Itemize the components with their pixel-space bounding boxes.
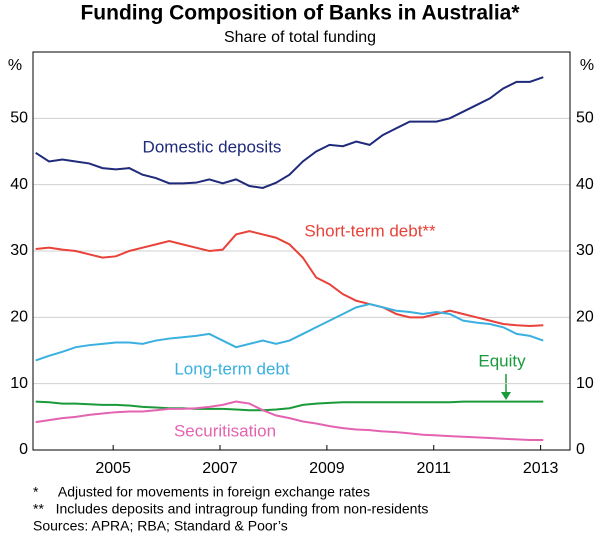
y2-tick-label: 0 [576, 441, 585, 458]
series-line [35, 303, 544, 362]
series-label: Domestic deposits [143, 137, 282, 156]
y-tick-label: 0 [19, 441, 28, 458]
x-tick-label: 2013 [523, 460, 559, 477]
series-line [35, 76, 544, 190]
footnote: Sources: APRA; RBA; Standard & Poor’s [33, 518, 288, 534]
series-label: Securitisation [174, 421, 276, 440]
plot-frame [32, 51, 571, 451]
chart-title: Funding Composition of Banks in Australi… [80, 2, 520, 25]
series-label: Equity [478, 351, 526, 370]
footnote: * Adjusted for movements in foreign exch… [33, 484, 370, 500]
series-label: Short-term debt** [304, 221, 436, 240]
y2-axis-unit: % [580, 57, 594, 74]
y2-tick-label: 30 [576, 242, 594, 259]
y-tick-label: 30 [10, 242, 28, 259]
x-tick-label: 2005 [95, 460, 131, 477]
y2-tick-label: 50 [576, 110, 594, 127]
series-label: Long-term debt [174, 359, 290, 378]
footnote: ** Includes deposits and intragroup fund… [33, 501, 428, 517]
y-tick-label: 50 [10, 110, 28, 127]
y-tick-label: 20 [10, 309, 28, 326]
chart-subtitle: Share of total funding [224, 29, 376, 46]
y2-tick-label: 20 [576, 309, 594, 326]
arrow-head [501, 392, 511, 400]
y2-tick-label: 10 [576, 375, 594, 392]
x-tick-label: 2007 [202, 460, 238, 477]
y-axis-unit: % [8, 57, 22, 74]
series-line [35, 400, 544, 442]
y-tick-label: 40 [10, 176, 28, 193]
series-line [35, 400, 544, 412]
series-line [35, 230, 544, 327]
x-tick-label: 2011 [417, 460, 452, 477]
y-tick-label: 10 [10, 375, 28, 392]
y2-tick-label: 40 [576, 176, 594, 193]
x-tick-label: 2009 [309, 460, 345, 477]
